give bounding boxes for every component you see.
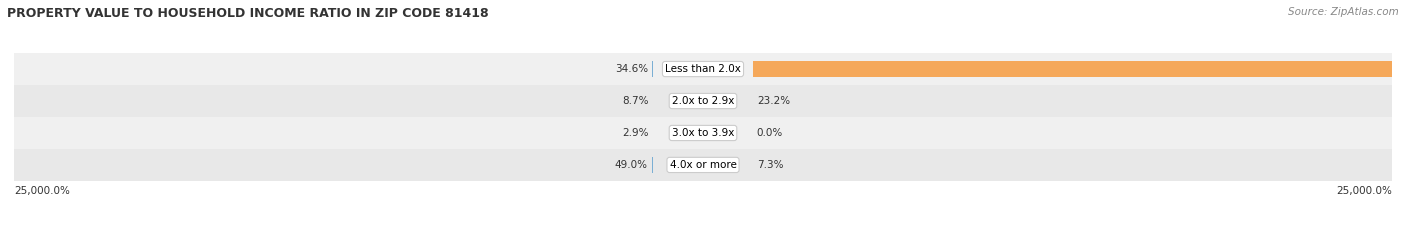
Bar (752, 61, 1406, 77)
Text: 34.6%: 34.6% (616, 64, 648, 74)
Text: 0.0%: 0.0% (756, 128, 783, 138)
Bar (14, 53, 1392, 85)
Text: Less than 2.0x: Less than 2.0x (665, 64, 741, 74)
Bar (14, 149, 1392, 181)
Text: 49.0%: 49.0% (614, 160, 648, 170)
Text: 3.0x to 3.9x: 3.0x to 3.9x (672, 128, 734, 138)
Text: 2.9%: 2.9% (623, 128, 650, 138)
Text: 25,000.0%: 25,000.0% (1336, 186, 1392, 196)
Bar (14, 117, 1392, 149)
Text: 8.7%: 8.7% (623, 96, 650, 106)
Bar (14, 85, 1392, 117)
Text: PROPERTY VALUE TO HOUSEHOLD INCOME RATIO IN ZIP CODE 81418: PROPERTY VALUE TO HOUSEHOLD INCOME RATIO… (7, 7, 489, 20)
Text: 4.0x or more: 4.0x or more (669, 160, 737, 170)
Text: 23.2%: 23.2% (758, 96, 790, 106)
Text: 25,000.0%: 25,000.0% (14, 186, 70, 196)
Text: Source: ZipAtlas.com: Source: ZipAtlas.com (1288, 7, 1399, 17)
Text: 2.0x to 2.9x: 2.0x to 2.9x (672, 96, 734, 106)
Text: 7.3%: 7.3% (756, 160, 783, 170)
